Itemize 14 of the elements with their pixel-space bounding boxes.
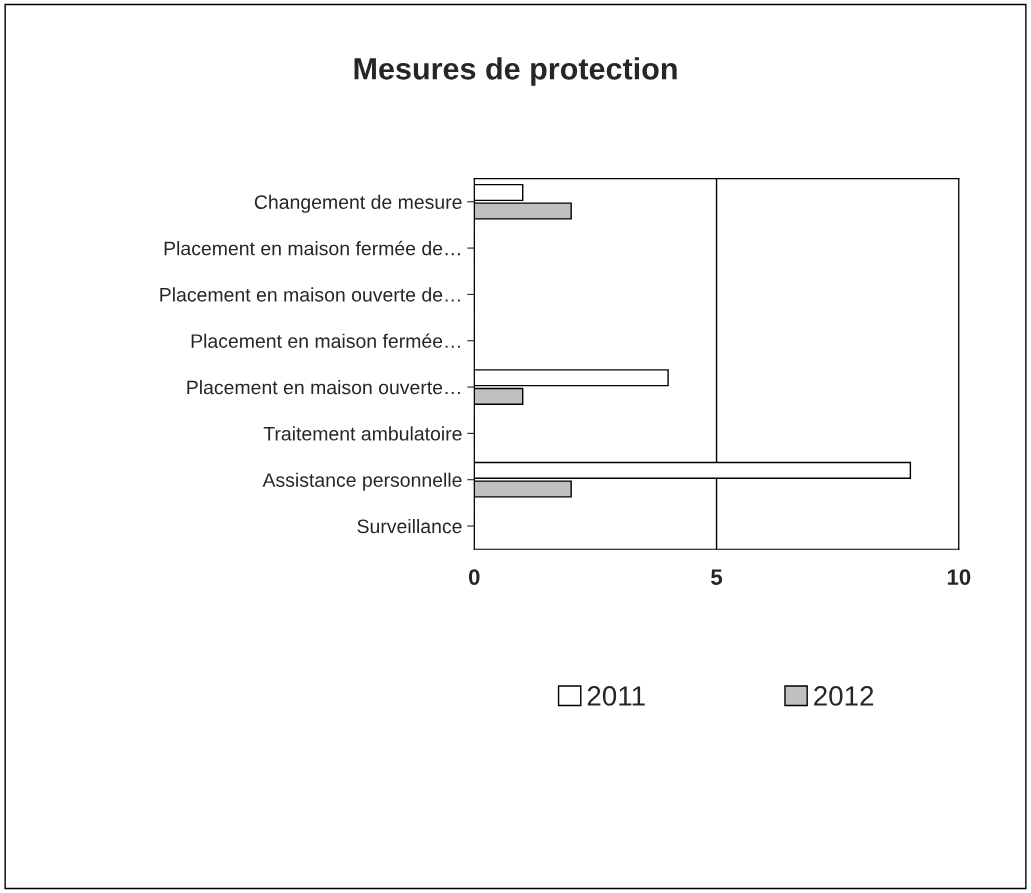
y-tick-label: Assistance personnelle	[262, 472, 462, 491]
x-tick-label: 5	[711, 569, 723, 585]
y-tick-label: Placement en maison ouverte de…	[160, 287, 460, 302]
y-tick-label: Placement en maison fermée…	[191, 333, 460, 348]
y-tick-label: Traitement ambulatoire	[263, 426, 462, 441]
x-tick-label: 10	[947, 569, 971, 585]
y-tick-label: Changement de mesure	[254, 194, 462, 213]
legend-label: 2012	[814, 686, 874, 706]
y-tick-label: Placement en maison fermée de…	[164, 240, 460, 256]
y-tick-label: Placement en maison ouverte…	[187, 380, 460, 395]
legend-label: 2011	[587, 686, 645, 706]
chart-title: Mesures de protection	[354, 57, 677, 86]
x-tick-label: 0	[468, 569, 480, 585]
y-tick-label: Surveillance	[357, 518, 462, 534]
